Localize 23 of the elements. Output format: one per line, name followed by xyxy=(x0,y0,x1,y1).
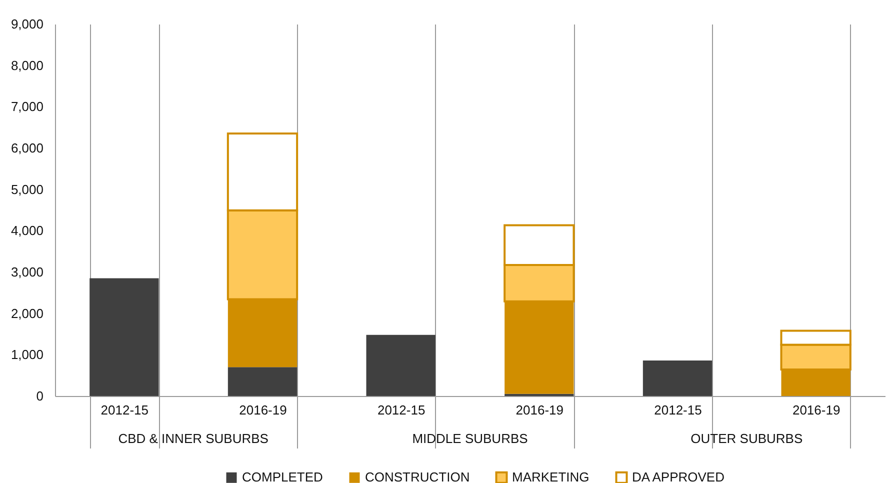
y-tick-label: 5,000 xyxy=(10,182,44,197)
y-tick-label: 7,000 xyxy=(10,99,44,114)
legend-label: DA APPROVED xyxy=(632,470,724,483)
legend-label: COMPLETED xyxy=(242,470,323,483)
y-tick-label: 0 xyxy=(36,388,44,404)
x-tick-label: 2012-15 xyxy=(377,402,426,418)
y-tick-label: 8,000 xyxy=(10,58,44,73)
x-tick-label: 2012-15 xyxy=(654,402,702,418)
y-tick-label: 9,000 xyxy=(10,16,44,32)
y-tick-label: 1,000 xyxy=(10,347,44,362)
y-tick-label: 6,000 xyxy=(10,140,44,156)
y-tick-label: 4,000 xyxy=(10,223,44,238)
y-tick-label: 3,000 xyxy=(10,264,44,280)
x-tick-label: 2016-19 xyxy=(239,402,287,418)
text: CBD & INNER SUBURBS xyxy=(118,431,269,446)
text: MIDDLE SUBURBS xyxy=(412,431,528,446)
legend-label: CONSTRUCTION xyxy=(365,470,470,483)
x-tick-label: 2012-15 xyxy=(100,402,149,418)
x-tick-label: 2016-19 xyxy=(792,402,840,418)
text: OUTER SUBURBS xyxy=(690,431,803,446)
legend-label: MARKETING xyxy=(512,470,590,483)
y-tick-label: 2,000 xyxy=(10,306,44,321)
x-tick-label: 2016-19 xyxy=(516,402,564,418)
